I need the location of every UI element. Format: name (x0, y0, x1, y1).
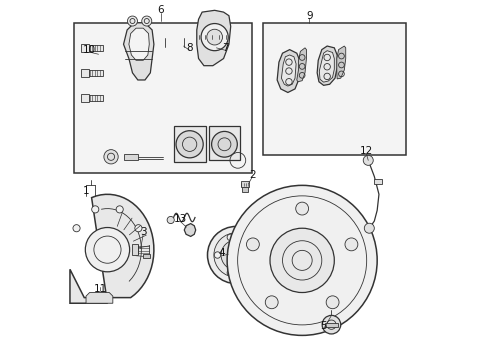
Polygon shape (184, 224, 196, 237)
Circle shape (214, 233, 258, 277)
Text: 11: 11 (94, 284, 107, 294)
Circle shape (116, 206, 123, 213)
Text: 10: 10 (83, 45, 96, 55)
Text: 12: 12 (360, 147, 373, 157)
Polygon shape (319, 51, 334, 82)
Text: 2: 2 (249, 170, 255, 180)
Bar (89, 70, 103, 76)
Bar (74, 23, 252, 173)
Circle shape (364, 223, 374, 233)
Polygon shape (123, 23, 154, 80)
Circle shape (345, 238, 358, 251)
Text: 8: 8 (186, 43, 193, 53)
Bar (81, 44, 89, 52)
Text: 7: 7 (222, 43, 229, 53)
Circle shape (322, 315, 341, 334)
Text: 9: 9 (306, 11, 313, 21)
Bar (173, 126, 206, 162)
Polygon shape (281, 55, 296, 86)
Bar (89, 45, 103, 51)
Circle shape (227, 270, 234, 276)
Circle shape (363, 156, 373, 165)
Circle shape (104, 150, 118, 164)
Bar (325, 323, 338, 327)
Polygon shape (277, 50, 300, 93)
Bar (242, 187, 248, 192)
Circle shape (167, 216, 174, 224)
Circle shape (201, 23, 228, 51)
Polygon shape (197, 10, 231, 66)
Circle shape (326, 296, 339, 309)
Circle shape (92, 206, 99, 213)
Circle shape (270, 228, 334, 293)
Text: 4: 4 (219, 248, 225, 258)
Circle shape (135, 225, 142, 232)
Bar (241, 181, 249, 187)
Bar (89, 95, 103, 101)
Circle shape (227, 185, 377, 336)
Polygon shape (317, 46, 337, 85)
Bar (132, 244, 138, 255)
Circle shape (207, 29, 222, 45)
Bar (143, 253, 149, 258)
Circle shape (296, 202, 309, 215)
Bar (374, 179, 382, 184)
Circle shape (142, 16, 152, 26)
Circle shape (207, 226, 265, 284)
Circle shape (212, 131, 237, 157)
Text: 5: 5 (320, 321, 327, 332)
Circle shape (85, 228, 130, 272)
Text: 1: 1 (83, 186, 89, 196)
Bar (123, 154, 138, 160)
Text: 6: 6 (158, 5, 164, 15)
Bar (81, 94, 89, 102)
Circle shape (248, 263, 254, 269)
Bar (263, 23, 406, 155)
Circle shape (73, 225, 80, 232)
Circle shape (265, 296, 278, 309)
Bar (209, 126, 240, 160)
Polygon shape (129, 28, 149, 60)
Text: 3: 3 (140, 227, 147, 237)
Text: 13: 13 (174, 214, 187, 224)
Polygon shape (70, 194, 154, 303)
Polygon shape (86, 293, 113, 303)
Bar (81, 68, 89, 77)
Circle shape (221, 240, 251, 270)
Circle shape (127, 16, 138, 26)
Circle shape (176, 131, 203, 158)
Circle shape (248, 241, 254, 247)
Circle shape (246, 238, 259, 251)
Polygon shape (297, 48, 306, 82)
Circle shape (227, 234, 234, 240)
Polygon shape (337, 46, 346, 79)
Circle shape (214, 252, 220, 258)
